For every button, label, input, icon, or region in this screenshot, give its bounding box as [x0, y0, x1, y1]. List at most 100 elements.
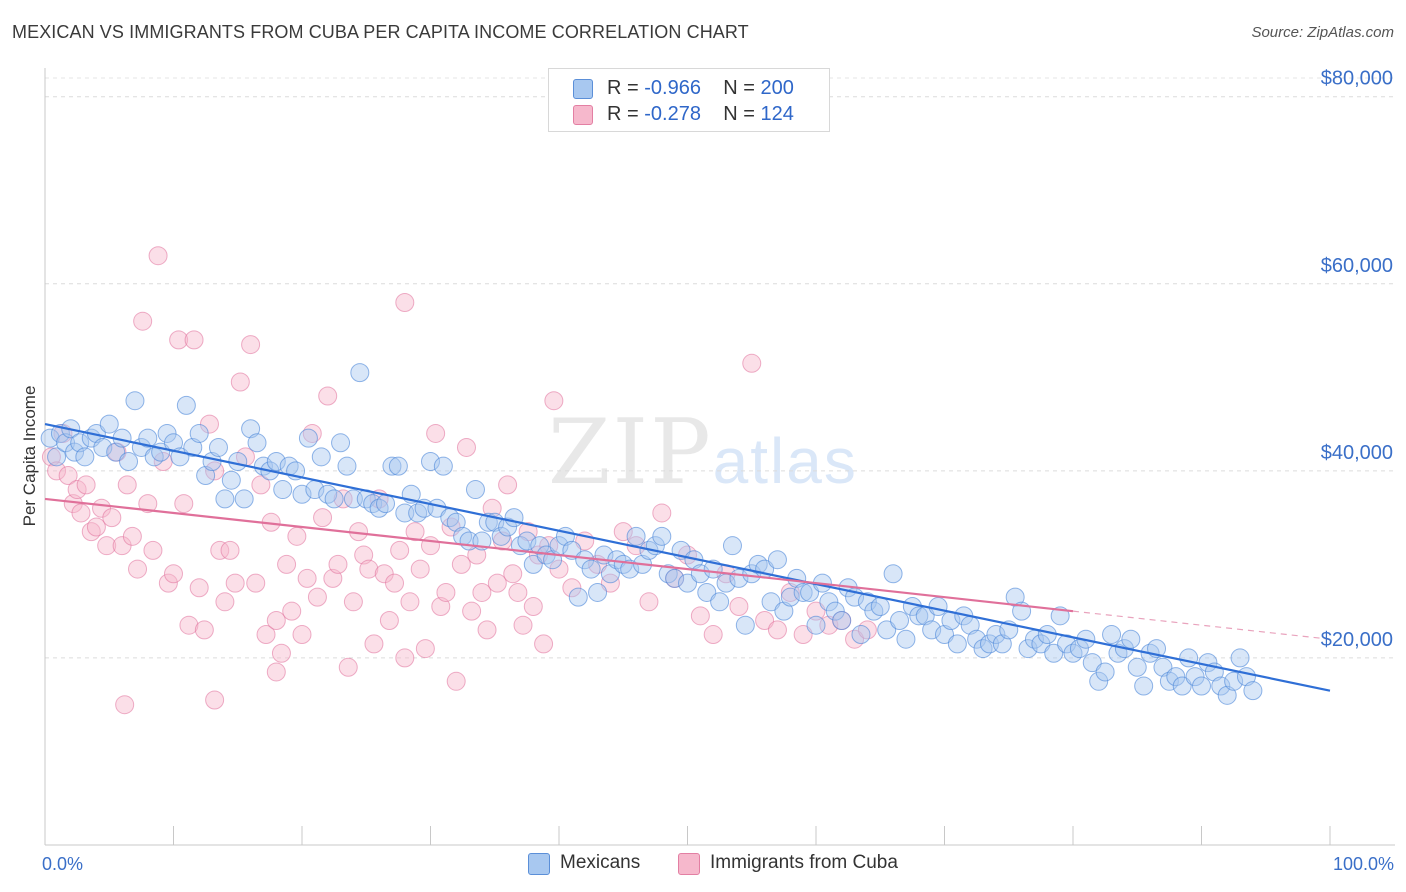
- data-point-cuba: [343, 592, 363, 612]
- data-point-mexicans: [65, 442, 85, 462]
- data-point-mexicans: [433, 456, 453, 476]
- data-point-cuba: [364, 634, 384, 654]
- data-point-mexicans: [106, 442, 126, 462]
- axes: [44, 68, 1395, 846]
- data-point-mexicans: [588, 582, 608, 602]
- data-point-mexicans: [1166, 667, 1186, 687]
- data-point-mexicans: [767, 550, 787, 570]
- data-point-cuba: [410, 559, 430, 579]
- data-point-mexicans: [710, 592, 730, 612]
- data-point-cuba: [323, 568, 343, 588]
- data-point-cuba: [703, 625, 723, 645]
- data-point-cuba: [246, 573, 266, 593]
- legend-n-value: 200: [760, 77, 794, 99]
- data-point-mexicans: [935, 625, 954, 645]
- data-point-cuba: [456, 437, 476, 457]
- data-point-cuba: [767, 620, 787, 640]
- data-point-cuba: [806, 601, 826, 621]
- data-point-cuba: [498, 475, 518, 495]
- data-point-mexicans: [1005, 587, 1025, 607]
- data-point-mexicans: [1127, 657, 1147, 677]
- data-point-cuba: [451, 554, 471, 574]
- data-point-mexicans: [851, 625, 871, 645]
- data-point-mexicans: [909, 606, 929, 626]
- data-point-cuba: [390, 540, 410, 560]
- data-point-mexicans: [1217, 685, 1237, 705]
- data-point-cuba: [793, 625, 813, 645]
- data-point-mexicans: [1044, 643, 1064, 663]
- data-point-mexicans: [825, 601, 845, 621]
- data-point-cuba: [158, 573, 178, 593]
- data-point-cuba: [385, 573, 405, 593]
- data-point-cuba: [544, 391, 564, 411]
- data-point-mexicans: [1134, 676, 1154, 696]
- data-point-mexicans: [1172, 676, 1192, 696]
- legend-row-cuba: R = -0.278 N = 124: [573, 103, 794, 125]
- data-point-mexicans: [47, 447, 67, 467]
- data-point-cuba: [446, 671, 466, 691]
- data-point-cuba: [86, 517, 106, 537]
- data-point-mexicans: [581, 559, 601, 579]
- data-point-mexicans: [298, 428, 318, 448]
- data-point-cuba: [338, 657, 358, 677]
- data-point-mexicans: [241, 419, 261, 439]
- data-point-mexicans: [1179, 648, 1199, 668]
- data-point-mexicans: [1224, 671, 1244, 691]
- data-point-cuba: [277, 554, 297, 574]
- data-point-cuba: [755, 611, 775, 631]
- data-point-mexicans: [793, 582, 813, 602]
- data-point-cuba: [205, 690, 225, 710]
- data-point-mexicans: [1185, 667, 1205, 687]
- data-point-mexicans: [1089, 671, 1109, 691]
- data-point-cuba: [313, 508, 333, 528]
- data-point-cuba: [742, 353, 762, 373]
- data-point-mexicans: [331, 433, 351, 453]
- data-point-cuba: [508, 582, 528, 602]
- data-point-cuba: [562, 578, 582, 598]
- y-tick-label: $20,000: [1321, 629, 1393, 651]
- data-point-mexicans: [221, 470, 241, 490]
- data-point-cuba: [282, 601, 302, 621]
- data-point-cuba: [256, 625, 276, 645]
- data-point-cuba: [138, 494, 158, 514]
- data-point-mexicans: [947, 634, 967, 654]
- data-point-cuba: [503, 564, 523, 584]
- data-point-mexicans: [138, 428, 158, 448]
- x-tick-label-left: 0.0%: [42, 854, 83, 874]
- bottom-legend-label-cuba: Immigrants from Cuba: [710, 852, 898, 873]
- data-point-cuba: [76, 475, 96, 495]
- data-point-cuba: [534, 634, 554, 654]
- data-point-cuba: [143, 540, 163, 560]
- series-cuba-points: [41, 246, 877, 715]
- data-point-mexicans: [273, 480, 293, 500]
- data-point-mexicans: [292, 484, 312, 504]
- data-point-cuba: [462, 601, 482, 621]
- data-point-mexicans: [1082, 653, 1102, 673]
- data-point-mexicans: [877, 620, 897, 640]
- data-point-mexicans: [70, 433, 90, 453]
- legend-r-label: R =: [607, 77, 645, 99]
- legend-n-value: 124: [760, 103, 794, 125]
- y-tick-label: $80,000: [1321, 68, 1393, 90]
- data-point-cuba: [115, 695, 135, 715]
- data-point-mexicans: [1018, 639, 1038, 659]
- data-point-cuba: [122, 526, 142, 546]
- data-point-cuba: [169, 330, 189, 350]
- data-point-mexicans: [1121, 629, 1141, 649]
- data-point-cuba: [133, 311, 153, 331]
- data-point-mexicans: [311, 447, 331, 467]
- legend-swatch-cuba: [573, 105, 593, 125]
- data-point-mexicans: [697, 582, 717, 602]
- data-point-mexicans: [922, 620, 942, 640]
- data-point-cuba: [395, 648, 415, 668]
- data-point-mexicans: [465, 480, 485, 500]
- data-point-mexicans: [388, 456, 408, 476]
- trend-line-mexicans: [44, 423, 1331, 692]
- data-point-cuba: [297, 568, 317, 588]
- data-point-cuba: [436, 582, 456, 602]
- data-point-mexicans: [208, 437, 228, 457]
- data-point-cuba: [307, 587, 327, 607]
- watermark: ZIPatlas: [548, 400, 858, 505]
- data-point-mexicans: [247, 433, 267, 453]
- data-point-cuba: [405, 522, 425, 542]
